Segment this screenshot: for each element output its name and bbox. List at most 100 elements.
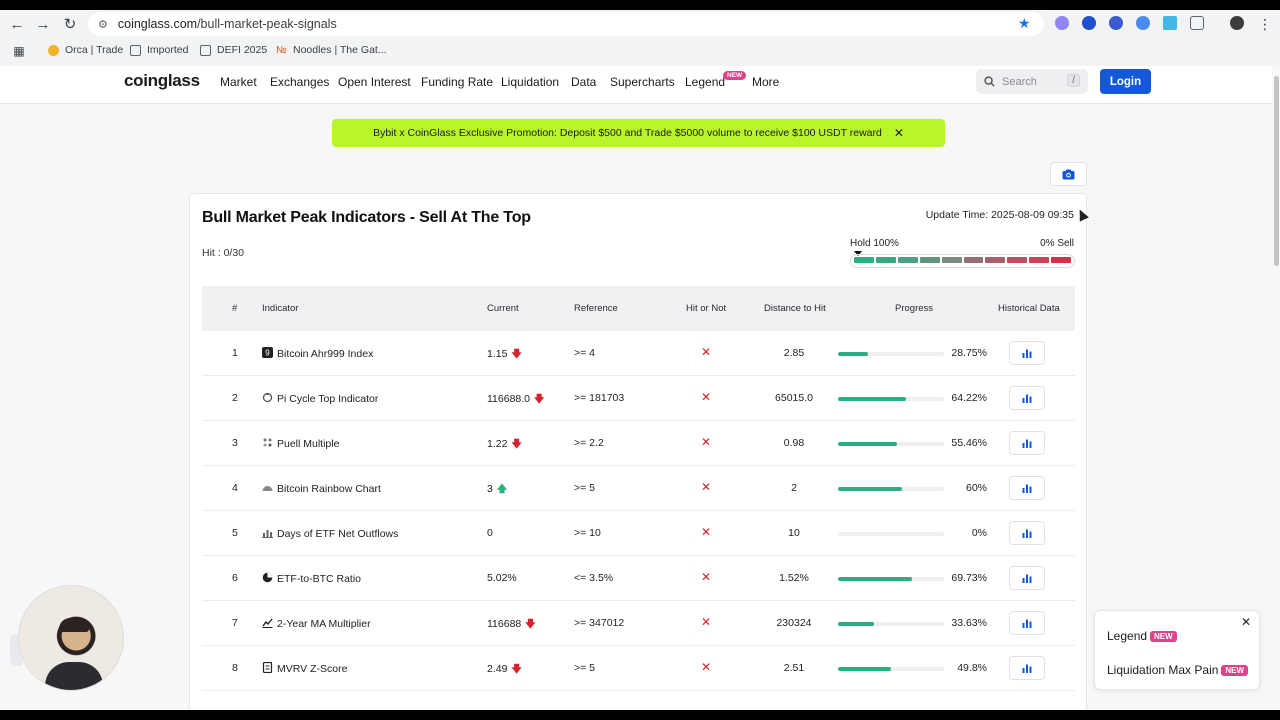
profile-avatar[interactable] — [1230, 16, 1244, 30]
bookmarks-bar: ▦ Orca | Trade Imported DEFI 2025 № Nood… — [0, 40, 1280, 62]
reference-value: >= 347012 — [574, 617, 625, 629]
indicator-name[interactable]: Pi Cycle Top Indicator — [262, 392, 378, 405]
progress-bar — [838, 577, 944, 581]
popup-item-label: Liquidation Max Pain — [1107, 663, 1219, 677]
close-icon[interactable]: ✕ — [893, 126, 904, 140]
new-badge: NEW — [1150, 631, 1177, 642]
historical-data-button[interactable] — [1009, 476, 1045, 500]
current-value: 5.02% — [487, 572, 517, 584]
not-hit-icon: ✕ — [701, 570, 712, 584]
popup-legend-link[interactable]: Legend NEW — [1107, 629, 1177, 643]
popup-item-label: Legend — [1107, 629, 1148, 643]
bookmark-imported[interactable]: Imported — [130, 44, 188, 56]
reload-icon[interactable]: ↻ — [63, 16, 77, 33]
bookmark-star-icon[interactable]: ★ — [1018, 15, 1031, 31]
bookmark-defi[interactable]: DEFI 2025 — [200, 44, 267, 56]
login-button[interactable]: Login — [1100, 69, 1151, 94]
reference-value: >= 2.2 — [574, 437, 604, 449]
pi-cycle-icon — [262, 392, 273, 403]
not-hit-icon: ✕ — [701, 435, 712, 449]
legend-new-badge: NEW — [723, 71, 747, 80]
extension-icon[interactable] — [1055, 16, 1069, 30]
nav-exchanges[interactable]: Exchanges — [270, 75, 330, 89]
back-icon[interactable]: ← — [9, 15, 25, 33]
not-hit-icon: ✕ — [701, 525, 712, 539]
meter-segment — [854, 257, 874, 263]
site-settings-icon[interactable]: ⚙ — [98, 18, 108, 31]
historical-data-button[interactable] — [1009, 656, 1045, 680]
popup-max-pain-link[interactable]: Liquidation Max Pain NEW — [1107, 663, 1249, 677]
distance-value: 10 — [788, 527, 800, 539]
indicator-name[interactable]: 9 Bitcoin Ahr999 Index — [262, 347, 373, 360]
promo-banner[interactable]: Bybit x CoinGlass Exclusive Promotion: D… — [332, 119, 945, 147]
extensions-puzzle-icon[interactable] — [1190, 16, 1204, 30]
indicator-name[interactable]: MVRV Z-Score — [262, 662, 347, 675]
not-hit-icon: ✕ — [701, 390, 712, 404]
nav-legend[interactable]: Legend — [685, 75, 726, 89]
bar-chart-icon — [1022, 439, 1032, 448]
historical-data-button[interactable] — [1009, 521, 1045, 545]
page-scrollbar[interactable] — [1272, 66, 1280, 710]
not-hit-icon: ✕ — [701, 345, 712, 359]
historical-data-button[interactable] — [1009, 341, 1045, 365]
nav-data[interactable]: Data — [571, 75, 597, 89]
screenshot-button[interactable] — [1050, 162, 1087, 186]
forward-icon[interactable]: → — [35, 15, 51, 33]
indicator-name[interactable]: 2-Year MA Multiplier — [262, 617, 371, 630]
webcam-body — [45, 662, 103, 690]
progress-fill — [838, 577, 912, 581]
indicator-name[interactable]: Puell Multiple — [262, 437, 339, 450]
extension-icon[interactable] — [1109, 16, 1123, 30]
progress-fill — [838, 442, 897, 446]
address-bar[interactable]: ⚙ coinglass.com/bull-market-peak-signals — [88, 12, 1044, 36]
url-host: coinglass.com — [117, 17, 198, 31]
progress-percent: 69.73% — [951, 572, 987, 584]
progress-fill — [838, 487, 902, 491]
historical-data-button[interactable] — [1009, 431, 1045, 455]
close-icon[interactable]: ✕ — [1240, 615, 1251, 629]
progress-percent: 0% — [971, 527, 987, 539]
nav-funding-rate[interactable]: Funding Rate — [421, 75, 494, 89]
progress-fill — [838, 352, 869, 356]
apps-grid-icon[interactable]: ▦ — [13, 44, 25, 58]
reference-value: >= 5 — [574, 482, 596, 494]
indicator-label: ETF-to-BTC Ratio — [277, 573, 362, 585]
more-menu-icon[interactable]: ⋮ — [1258, 15, 1272, 32]
indicator-name[interactable]: Bitcoin Rainbow Chart — [262, 482, 381, 495]
search-input[interactable]: Search / — [976, 69, 1088, 94]
nav-open-interest[interactable]: Open Interest — [338, 75, 411, 89]
indicator-name[interactable]: ETF-to-BTC Ratio — [262, 572, 361, 585]
meter-segment — [875, 257, 896, 263]
nav-liquidation[interactable]: Liquidation — [501, 75, 560, 89]
current-value: 116688.0 🡇 — [487, 392, 544, 409]
scrollbar-thumb[interactable] — [1274, 76, 1279, 266]
bookmark-noodles[interactable]: № Noodles | The Gat... — [276, 44, 387, 56]
noodles-icon: № — [276, 44, 287, 56]
nav-supercharts[interactable]: Supercharts — [610, 75, 675, 89]
meter-segment — [919, 257, 940, 263]
extension-icon[interactable] — [1136, 16, 1150, 30]
url-path: /bull-market-peak-signals — [197, 17, 337, 31]
mvrv-icon — [262, 662, 273, 673]
table-row: 4 Bitcoin Rainbow Chart 3 🡅 >= 5 ✕ 2 60% — [202, 466, 1075, 511]
puell-icon — [263, 438, 272, 447]
bar-chart-icon — [1022, 394, 1032, 403]
historical-data-button[interactable] — [1009, 566, 1045, 590]
extension-icon[interactable] — [1163, 16, 1177, 30]
indicator-label: Pi Cycle Top Indicator — [277, 393, 379, 405]
indicator-name[interactable]: Days of ETF Net Outflows — [262, 527, 398, 540]
bookmark-orca[interactable]: Orca | Trade — [48, 44, 123, 56]
meter-segment — [1029, 257, 1050, 263]
historical-data-button[interactable] — [1009, 611, 1045, 635]
etf-outflows-icon — [262, 530, 273, 538]
browser-chrome: ← → ↻ ⚙ coinglass.com/bull-market-peak-s… — [0, 10, 1280, 66]
nav-more[interactable]: More — [752, 75, 780, 89]
historical-data-button[interactable] — [1009, 386, 1045, 410]
table-header: # Indicator Current Reference Hit or Not… — [202, 286, 1075, 331]
coinglass-logo[interactable]: coinglass — [124, 71, 200, 90]
orca-icon — [48, 44, 59, 56]
nav-market[interactable]: Market — [220, 75, 257, 89]
extension-icon[interactable] — [1082, 16, 1096, 30]
row-number: 2 — [232, 392, 238, 404]
current-text: 2.49 — [487, 663, 508, 675]
